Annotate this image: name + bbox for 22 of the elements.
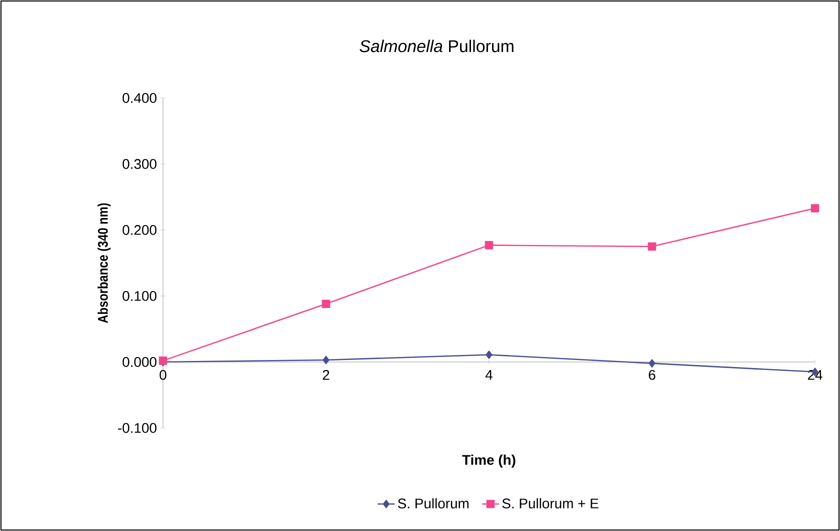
- y-tick-label: -0.100: [118, 423, 156, 433]
- chart-title: Salmonella Pullorum: [360, 40, 514, 52]
- y-axis-title: Absorbance (340 nm): [98, 203, 111, 323]
- point: [322, 356, 330, 364]
- point: [648, 242, 656, 251]
- y-tick-label: 0.100: [122, 291, 156, 301]
- point: [322, 300, 330, 308]
- x-tick-label: 0: [160, 370, 166, 380]
- x-tick-label: 2: [322, 370, 330, 380]
- point: [486, 350, 492, 359]
- point: [648, 359, 656, 368]
- y-tick-label: 0.200: [122, 225, 156, 235]
- legend-label: S. Pullorum: [398, 498, 468, 508]
- x-axis-title: Time (h): [462, 454, 516, 468]
- point: [810, 204, 820, 212]
- x-tick-label: 6: [648, 370, 656, 380]
- point: [484, 241, 494, 250]
- x-tick-label: 4: [485, 370, 492, 380]
- y-tick-label: 0.400: [122, 93, 156, 103]
- y-tick-label: 0.300: [122, 159, 156, 169]
- y-tick-label: 0.000: [122, 357, 156, 367]
- legend-label: S. Pullorum + E: [502, 498, 598, 508]
